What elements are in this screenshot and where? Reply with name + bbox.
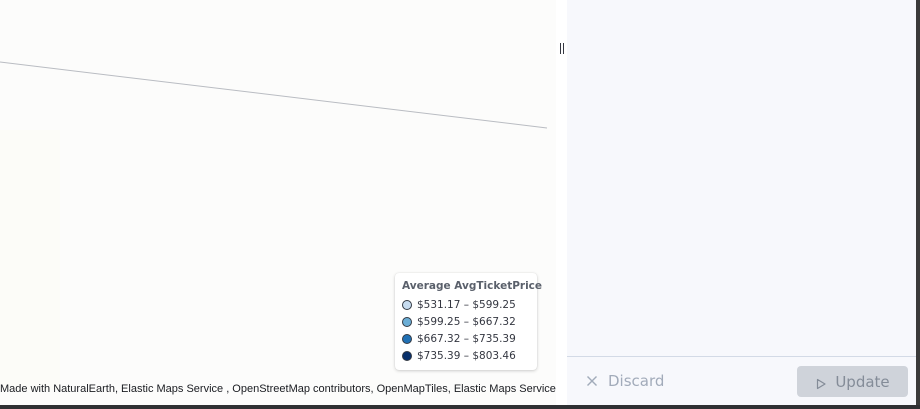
legend-swatch-1 bbox=[402, 299, 412, 310]
legend-swatch-3 bbox=[402, 333, 412, 344]
map-boundary-line bbox=[0, 61, 548, 129]
legend-item: $599.25 – $667.32 bbox=[402, 313, 530, 330]
editor-panel: Discard Update bbox=[567, 0, 916, 405]
window-edge-bottom bbox=[0, 405, 920, 409]
map-land-region bbox=[0, 130, 60, 390]
panel-footer: Discard Update bbox=[567, 356, 916, 405]
legend-item-label: $735.39 – $803.46 bbox=[417, 349, 516, 362]
play-icon bbox=[815, 376, 827, 389]
legend-item-label: $667.32 – $735.39 bbox=[417, 332, 516, 345]
discard-button[interactable]: Discard bbox=[581, 367, 668, 395]
map-legend: Average AvgTicketPrice $531.17 – $599.25… bbox=[395, 273, 543, 370]
map-canvas[interactable]: Average AvgTicketPrice $531.17 – $599.25… bbox=[0, 0, 556, 405]
legend-swatch-4 bbox=[402, 350, 412, 361]
update-button[interactable]: Update bbox=[797, 366, 908, 397]
legend-item: $531.17 – $599.25 bbox=[402, 296, 530, 313]
close-icon bbox=[585, 374, 599, 388]
legend-item-label: $599.25 – $667.32 bbox=[417, 315, 516, 328]
map-attribution: Made with NaturalEarth, Elastic Maps Ser… bbox=[0, 383, 556, 395]
window-edge-right bbox=[916, 0, 920, 409]
map-basemap bbox=[0, 61, 548, 390]
legend-swatch-2 bbox=[402, 316, 412, 327]
legend-item: $667.32 – $735.39 bbox=[402, 330, 530, 347]
panel-resize-handle[interactable] bbox=[556, 0, 567, 405]
legend-item-label: $531.17 – $599.25 bbox=[417, 298, 516, 311]
discard-label: Discard bbox=[608, 372, 665, 390]
drag-handle-icon[interactable] bbox=[560, 43, 564, 54]
legend-title: Average AvgTicketPrice bbox=[402, 280, 543, 292]
legend-item: $735.39 – $803.46 bbox=[402, 347, 530, 364]
update-label: Update bbox=[835, 372, 890, 391]
